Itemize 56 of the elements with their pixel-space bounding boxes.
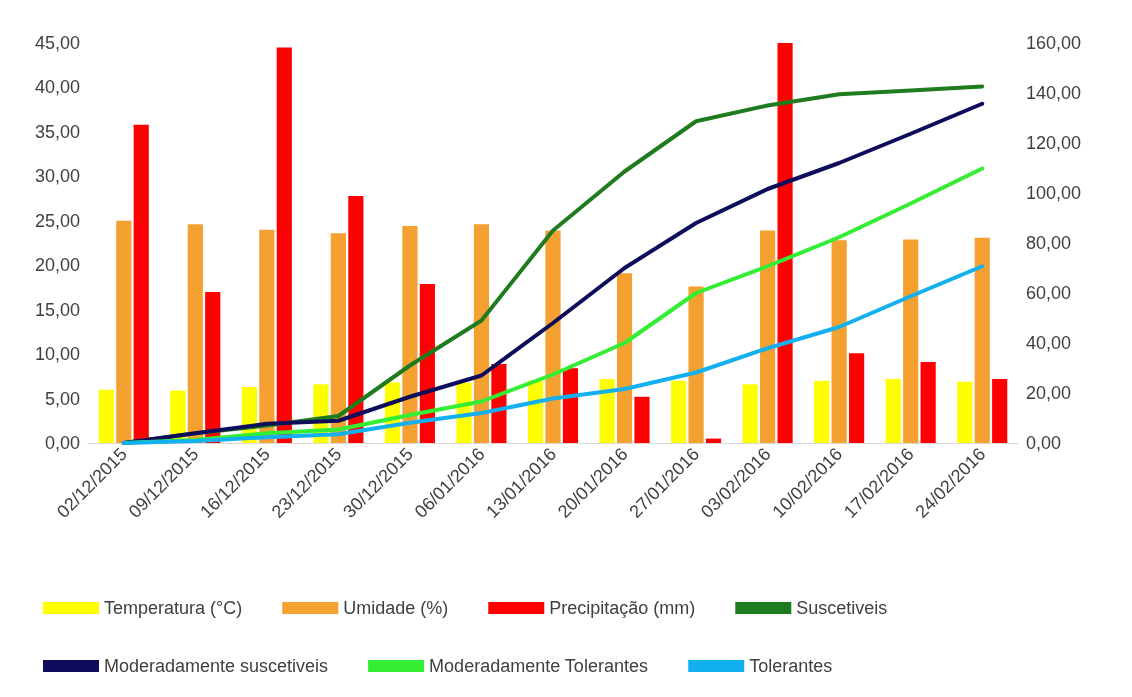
legend-label: Precipitação (mm) <box>549 598 696 618</box>
bar <box>671 380 687 443</box>
legend-label: Umidade (%) <box>343 598 449 618</box>
bar <box>992 379 1008 443</box>
y2-tick-label: 80,00 <box>1026 233 1072 253</box>
bar <box>562 368 579 443</box>
bar <box>760 230 776 443</box>
bar <box>116 220 132 443</box>
y-tick-label: 5,00 <box>44 388 80 409</box>
bar <box>814 380 830 443</box>
legend-label: Temperatura (°C) <box>104 598 243 618</box>
y2-tick-label: 40,00 <box>1026 333 1072 353</box>
legend-label: Moderadamente suscetiveis <box>104 656 329 676</box>
y-tick-label: 35,00 <box>34 121 80 142</box>
bar <box>276 47 292 443</box>
bar <box>974 237 990 443</box>
y-tick-label: 25,00 <box>34 210 80 231</box>
bar <box>259 229 275 443</box>
bar <box>688 286 704 443</box>
bar <box>634 396 650 443</box>
bar <box>777 43 793 443</box>
bar <box>402 226 418 443</box>
bar <box>545 230 561 443</box>
bar <box>957 381 973 443</box>
y2-tick-label: 100,00 <box>1026 183 1082 203</box>
y2-tick-label: 140,00 <box>1026 83 1082 103</box>
line-series <box>121 264 985 445</box>
bar <box>705 438 722 443</box>
y2-tick-label: 160,00 <box>1026 33 1082 53</box>
bar <box>831 240 847 443</box>
y2-tick-label: 0,00 <box>1026 433 1062 453</box>
y-tick-label: 45,00 <box>34 33 80 53</box>
bar <box>205 291 221 443</box>
bar <box>920 362 936 443</box>
legend-label: Suscetiveis <box>796 598 888 618</box>
bar <box>849 353 865 443</box>
y-tick-label: 30,00 <box>34 166 80 187</box>
legend-label: Tolerantes <box>749 656 833 676</box>
bar <box>348 195 364 443</box>
bar <box>742 384 758 443</box>
y-tick-label: 10,00 <box>34 344 80 365</box>
y-tick-label: 20,00 <box>34 255 80 276</box>
y2-tick-label: 120,00 <box>1026 133 1082 153</box>
bar <box>133 124 149 443</box>
bar <box>885 379 901 443</box>
legend-label: Moderadamente Tolerantes <box>429 656 648 676</box>
bar <box>616 273 633 443</box>
bar <box>599 379 615 443</box>
bar <box>473 224 490 443</box>
y2-tick-label: 20,00 <box>1026 383 1072 403</box>
bar <box>330 233 346 443</box>
y2-tick-label: 60,00 <box>1026 283 1072 303</box>
bar <box>903 239 919 443</box>
y-tick-label: 15,00 <box>34 299 80 320</box>
bar <box>98 389 114 443</box>
y-tick-label: 40,00 <box>34 77 80 98</box>
